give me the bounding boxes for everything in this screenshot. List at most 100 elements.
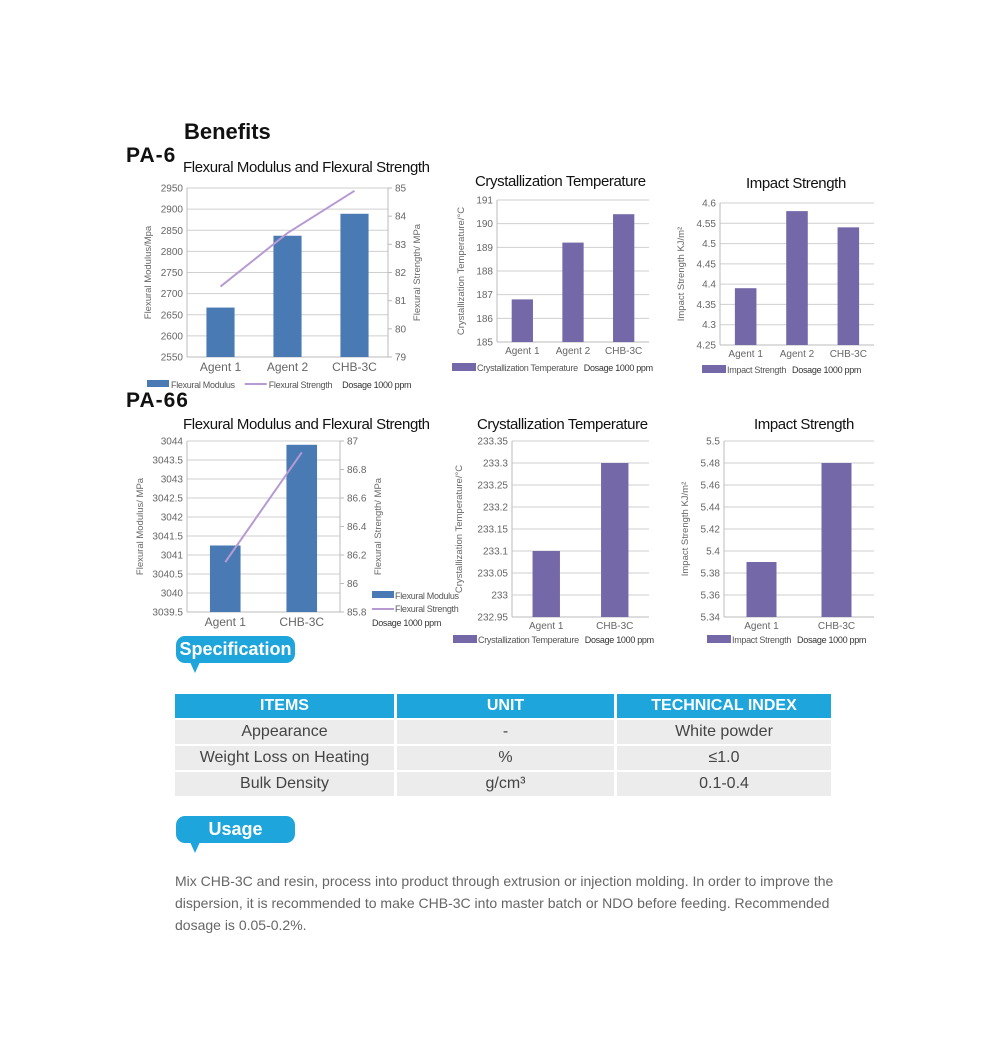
table-header-row: ITEMS UNIT TECHNICAL INDEX <box>175 694 831 718</box>
y-tick-label: 233.15 <box>477 525 508 536</box>
y-axis-label: Impact Strength KJ/m² <box>680 482 691 577</box>
table-row: Bulk Density g/cm³ 0.1-0.4 <box>175 772 831 796</box>
y-tick-label: 189 <box>476 243 493 254</box>
y-tick-label: 4.3 <box>702 320 716 331</box>
header-unit: UNIT <box>397 694 614 718</box>
cell: White powder <box>617 720 831 744</box>
legend-label: Crystallization Temperature <box>477 363 578 373</box>
y-tick-label: 4.6 <box>702 199 716 210</box>
x-tick-label: CHB-3C <box>596 621 633 632</box>
bar <box>286 444 318 612</box>
y-tick-label: 3043 <box>161 475 184 486</box>
bar <box>786 211 808 345</box>
chart-title: Impact Strength <box>746 175 846 192</box>
y-tick-label: 2800 <box>161 247 184 258</box>
chart-title: Crystallization Temperature <box>475 173 646 190</box>
chart-title: Crystallization Temperature <box>477 416 648 433</box>
y-tick-label: 2550 <box>161 353 184 364</box>
bar <box>273 235 302 357</box>
header-technical-index: TECHNICAL INDEX <box>617 694 831 718</box>
y2-tick-label: 86.6 <box>347 494 367 505</box>
y2-tick-label: 81 <box>395 296 407 307</box>
flexural-strength-line <box>224 451 303 563</box>
y2-tick-label: 86.2 <box>347 551 367 562</box>
dosage-note: Dosage 1000 ppm <box>342 380 411 390</box>
y-tick-label: 191 <box>476 196 493 207</box>
y-tick-label: 190 <box>476 219 493 230</box>
y-tick-label: 187 <box>476 290 493 301</box>
y2-tick-label: 87 <box>347 437 359 448</box>
y-axis-label: Crystallization Temperature/°C <box>454 465 465 593</box>
y-tick-label: 3042.5 <box>152 494 183 505</box>
x-tick-label: CHB-3C <box>818 621 855 632</box>
bar <box>746 562 777 617</box>
y-tick-label: 232.95 <box>477 613 508 624</box>
y-tick-label: 5.5 <box>706 437 720 448</box>
y-tick-label: 233.05 <box>477 569 508 580</box>
y-tick-label: 3043.5 <box>152 456 183 467</box>
legend-label: Impact Strength <box>732 635 791 645</box>
x-tick-label: Agent 2 <box>556 346 591 357</box>
dosage-note: Dosage 1000 ppm <box>584 363 653 373</box>
legend-label: Flexural Strength <box>269 380 333 390</box>
y-axis-label: Impact Strength KJ/m² <box>676 227 687 322</box>
x-tick-label: Agent 1 <box>505 346 540 357</box>
y2-tick-label: 83 <box>395 240 407 251</box>
legend-swatch-bar <box>702 365 726 373</box>
specification-table: ITEMS UNIT TECHNICAL INDEX Appearance - … <box>172 692 834 798</box>
y2-axis-label: Flexural Strength/ MPa <box>412 223 423 321</box>
x-tick-label: Agent 1 <box>205 615 247 629</box>
x-tick-label: CHB-3C <box>830 349 867 360</box>
benefits-heading: Benefits <box>184 119 271 144</box>
dosage-note: Dosage 1000 ppm <box>797 635 866 645</box>
table-row: Weight Loss on Heating % ≤1.0 <box>175 746 831 770</box>
y-tick-label: 2950 <box>161 184 184 195</box>
y-tick-label: 233.1 <box>483 547 508 558</box>
chart-title: Flexural Modulus and Flexural Strength <box>183 416 430 433</box>
y-tick-label: 4.25 <box>697 341 717 352</box>
y-tick-label: 2750 <box>161 268 184 279</box>
y2-tick-label: 86.4 <box>347 522 367 533</box>
bar <box>734 288 757 345</box>
y-tick-label: 3041 <box>161 551 184 562</box>
y-axis-label: Flexural Modulus/ MPa <box>135 477 146 575</box>
bar <box>532 551 560 617</box>
y2-tick-label: 85 <box>395 184 407 195</box>
legend-label: Flexural Modulus <box>395 591 460 601</box>
y-tick-label: 5.44 <box>701 503 721 514</box>
cell: 0.1-0.4 <box>617 772 831 796</box>
legend-swatch-bar <box>147 380 169 387</box>
pa6-heading: PA-6 <box>126 144 177 167</box>
cell: Bulk Density <box>175 772 394 796</box>
bar <box>340 213 369 357</box>
y-tick-label: 188 <box>476 267 493 278</box>
bar <box>209 545 241 612</box>
bar <box>821 463 852 617</box>
dosage-note: Dosage 1000 ppm <box>792 365 861 375</box>
header-items: ITEMS <box>175 694 394 718</box>
x-tick-label: CHB-3C <box>332 360 377 374</box>
bar <box>601 463 629 617</box>
y-tick-label: 2850 <box>161 226 184 237</box>
y-tick-label: 5.36 <box>701 591 721 602</box>
specification-badge: Specification <box>176 636 295 673</box>
y2-axis-label: Flexural Strength/ MPa <box>373 477 384 575</box>
y-tick-label: 5.4 <box>706 547 720 558</box>
table-row: Appearance - White powder <box>175 720 831 744</box>
y2-tick-label: 85.8 <box>347 608 367 619</box>
y-tick-label: 233.2 <box>483 503 508 514</box>
x-tick-label: CHB-3C <box>605 346 642 357</box>
bar <box>562 242 584 342</box>
cell: ≤1.0 <box>617 746 831 770</box>
y2-tick-label: 86.8 <box>347 465 367 476</box>
x-tick-label: Agent 1 <box>728 349 763 360</box>
x-tick-label: Agent 2 <box>780 349 815 360</box>
y-tick-label: 3044 <box>161 437 184 448</box>
y-tick-label: 3042 <box>161 513 184 524</box>
y-tick-label: 4.55 <box>697 219 717 230</box>
y-tick-label: 2600 <box>161 331 184 342</box>
cell: Weight Loss on Heating <box>175 746 394 770</box>
y-tick-label: 5.38 <box>701 569 721 580</box>
legend-label: Flexural Modulus <box>171 380 236 390</box>
x-tick-label: Agent 2 <box>267 360 309 374</box>
